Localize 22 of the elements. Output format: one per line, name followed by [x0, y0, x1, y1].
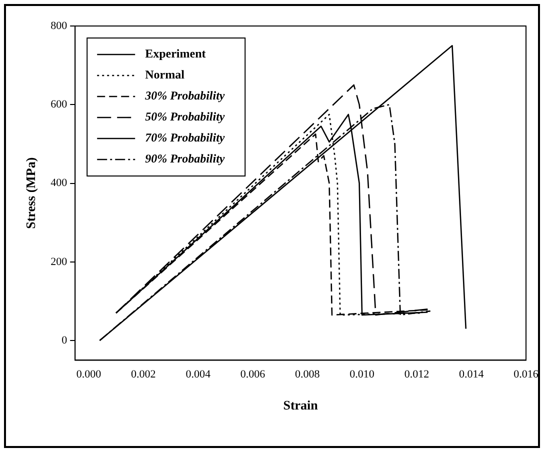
x-axis-title: Strain: [283, 398, 319, 413]
x-tick-label: 0.014: [458, 368, 484, 381]
legend-label: 30% Probability: [144, 88, 226, 103]
y-tick-label: 200: [50, 256, 68, 268]
y-tick-label: 800: [50, 20, 68, 32]
x-tick-label: 0.012: [404, 368, 430, 381]
x-tick-label: 0.016: [514, 368, 539, 381]
x-tick-label: 0.010: [350, 368, 375, 381]
legend-label: 70% Probability: [145, 130, 226, 145]
y-axis-title: Stress (MPa): [23, 157, 38, 229]
legend-label: 50% Probability: [145, 110, 226, 124]
y-tick-label: 400: [50, 177, 68, 190]
x-tick-label: 0.000: [76, 368, 102, 381]
x-tick-label: 0.008: [295, 368, 320, 381]
legend-label: Normal: [145, 68, 186, 82]
x-tick-label: 0.002: [131, 368, 156, 381]
legend-label: Experiment: [145, 46, 206, 61]
y-tick-label: 0: [62, 334, 68, 346]
x-tick-label: 0.006: [240, 368, 266, 381]
x-tick-label: 0.004: [186, 368, 211, 381]
y-tick-label: 600: [50, 98, 68, 111]
legend-label: 90% Probability: [145, 152, 226, 166]
